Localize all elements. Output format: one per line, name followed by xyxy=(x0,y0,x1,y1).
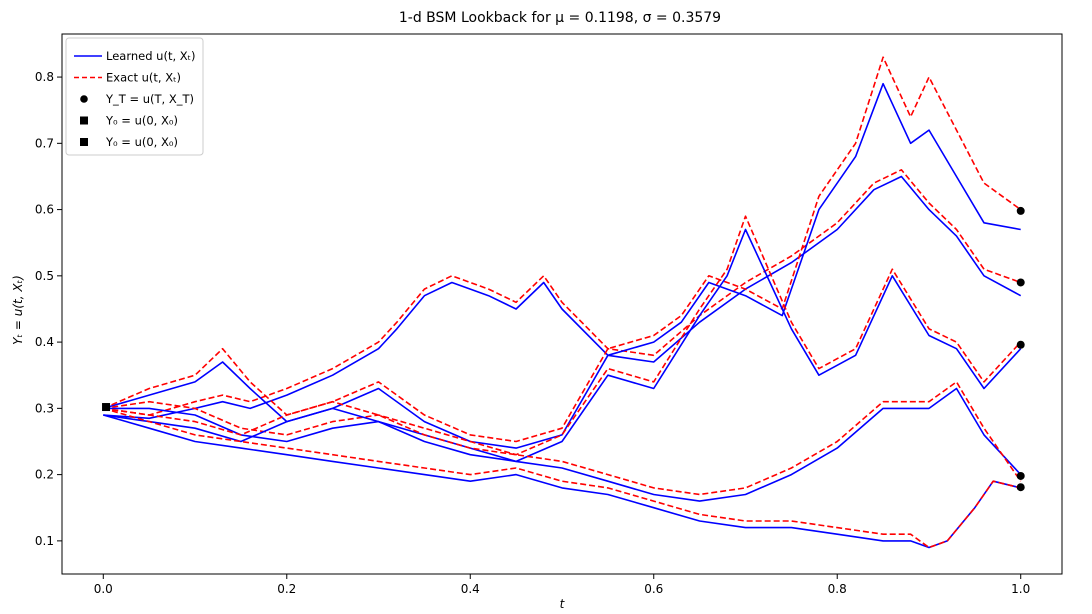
x-tick-label: 1.0 xyxy=(1011,582,1030,596)
x-axis-title: t xyxy=(560,597,566,611)
exact-path-5 xyxy=(103,407,1021,549)
x-tick-label: 0.6 xyxy=(644,582,663,596)
y-axis-title: Yₜ = u(t, Xₜ) xyxy=(11,275,25,345)
learned-path-3 xyxy=(103,228,1022,463)
axis-ticks: 0.0 0.2 0.4 0.6 0.8 1.0 0.1 0.2 0.3 0.4 0.5 0.6 0.7 0… xyxy=(35,70,1030,596)
y-tick-label: 0.6 xyxy=(35,203,54,217)
legend-label: Y₀ = u(0, X₀) xyxy=(105,114,178,128)
legend-circle-swatch xyxy=(80,95,88,103)
learned-path-1 xyxy=(103,175,1022,420)
series-layer xyxy=(102,56,1022,549)
legend-label: Learned u(t, Xₜ) xyxy=(106,49,196,63)
x-tick-label: 0.0 xyxy=(94,582,113,596)
terminal-point xyxy=(1016,483,1025,492)
legend-label: Y₀ = u(0, X₀) xyxy=(105,135,178,149)
y-tick-label: 0.7 xyxy=(35,136,54,150)
exact-path-2 xyxy=(102,56,1022,443)
legend-box xyxy=(65,37,204,156)
x-tick-label: 0.4 xyxy=(461,582,480,596)
legend: Learned u(t, Xₜ) Exact u(t, Xₜ) Y_T = u(T,… xyxy=(65,37,204,156)
exact-path-4 xyxy=(103,381,1022,496)
points-layer xyxy=(102,206,1025,492)
terminal-point xyxy=(1016,471,1025,480)
legend-label: Exact u(t, Xₜ) xyxy=(106,71,181,85)
terminal-point xyxy=(1016,206,1025,215)
terminal-point xyxy=(1016,278,1025,287)
initial-point xyxy=(102,403,111,412)
legend-label: Y_T = u(T, X_T) xyxy=(105,92,194,106)
legend-square-swatch xyxy=(80,116,88,125)
y-tick-label: 0.4 xyxy=(35,335,54,349)
learned-path-2 xyxy=(103,82,1021,449)
y-tick-label: 0.3 xyxy=(35,401,54,415)
y-tick-label: 0.1 xyxy=(35,534,54,548)
y-tick-label: 0.8 xyxy=(35,70,54,84)
legend-square-swatch xyxy=(80,138,88,146)
y-tick-label: 0.5 xyxy=(35,269,54,283)
learned-path-4 xyxy=(103,387,1022,502)
exact-path-1 xyxy=(103,169,1021,416)
x-tick-label: 0.8 xyxy=(828,582,847,596)
chart-title: 1-d BSM Lookback for μ = 0.1198, σ = 0.3… xyxy=(399,10,721,26)
plot-frame xyxy=(61,33,1063,575)
terminal-point xyxy=(1016,340,1025,349)
y-tick-label: 0.2 xyxy=(35,468,54,482)
x-tick-label: 0.2 xyxy=(277,582,296,596)
exact-path-3 xyxy=(103,215,1022,456)
